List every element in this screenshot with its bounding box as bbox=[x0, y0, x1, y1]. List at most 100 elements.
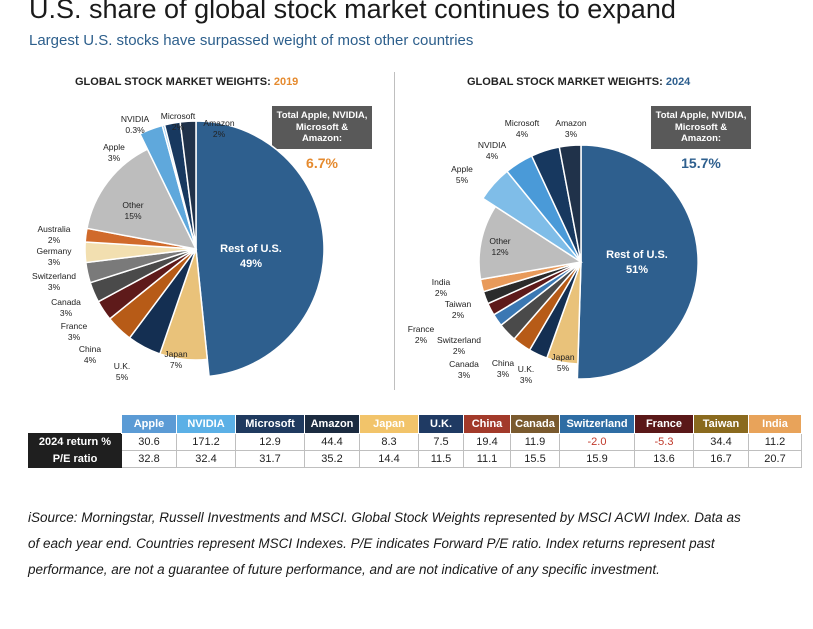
col-header-nvidia: NVIDIA bbox=[176, 414, 236, 434]
pie-2024: Rest of U.S.51%Japan5%U.K.3%China3%Canad… bbox=[408, 118, 699, 385]
table-cell: 35.2 bbox=[304, 450, 360, 468]
table-cell: 11.5 bbox=[418, 450, 464, 468]
table-cell: 11.2 bbox=[748, 433, 802, 451]
slice-label-france: France bbox=[61, 321, 88, 331]
table-cell: 14.4 bbox=[359, 450, 419, 468]
slice-value-canada: 3% bbox=[458, 370, 471, 380]
row-label: P/E ratio bbox=[28, 450, 122, 468]
pie-slice-amazon bbox=[179, 120, 197, 250]
pie-slice-rest-of-u-s bbox=[576, 144, 699, 380]
table-cell: 12.9 bbox=[235, 433, 305, 451]
slice-label-canada: Canada bbox=[449, 359, 479, 369]
slice-label-france: France bbox=[408, 324, 435, 334]
slice-value-japan: 7% bbox=[170, 360, 183, 370]
slice-value-nvidia: 0.3% bbox=[125, 125, 145, 135]
callout-box-2019: Total Apple, NVIDIA, Microsoft & Amazon: bbox=[272, 106, 372, 149]
col-header-amazon: Amazon bbox=[304, 414, 360, 434]
slice-value-u-k: 5% bbox=[116, 372, 129, 382]
col-header-u-k: U.K. bbox=[418, 414, 464, 434]
table-cell: 7.5 bbox=[418, 433, 464, 451]
slice-value-germany: 3% bbox=[48, 257, 61, 267]
chart-title-text: GLOBAL STOCK MARKET WEIGHTS: bbox=[467, 76, 663, 88]
table-cell: 34.4 bbox=[693, 433, 749, 451]
page-subtitle: Largest U.S. stocks have surpassed weigh… bbox=[29, 32, 474, 49]
table-cell: 13.6 bbox=[634, 450, 694, 468]
slice-label-apple: Apple bbox=[103, 142, 125, 152]
slice-label-germany: Germany bbox=[37, 246, 73, 256]
slice-label-india: India bbox=[432, 277, 451, 287]
page-title: U.S. share of global stock market contin… bbox=[29, 0, 676, 24]
table-cell: 11.9 bbox=[510, 433, 560, 451]
table-cell: 15.5 bbox=[510, 450, 560, 468]
pie-slice-rest-of-u-s bbox=[195, 120, 325, 378]
col-header-india: India bbox=[748, 414, 802, 434]
slice-label-microsoft: Microsoft bbox=[161, 111, 196, 121]
pie-charts: Rest of U.S.49%Japan7%U.K.5%China4%Franc… bbox=[32, 111, 699, 385]
slice-value-australia: 2% bbox=[48, 235, 61, 245]
slice-value-canada: 3% bbox=[60, 308, 73, 318]
pie-slice-other bbox=[478, 205, 584, 281]
slice-label-rest-of-u-s: Rest of U.S. bbox=[606, 249, 668, 261]
chart-year: 2024 bbox=[665, 76, 691, 88]
chart-title-text: GLOBAL STOCK MARKET WEIGHTS: bbox=[75, 76, 271, 88]
slice-value-nvidia: 4% bbox=[486, 151, 499, 161]
col-header-canada: Canada bbox=[510, 414, 560, 434]
slice-value-u-k: 3% bbox=[520, 375, 533, 385]
slice-value-france: 3% bbox=[68, 332, 81, 342]
slice-label-australia: Australia bbox=[37, 224, 70, 234]
col-header-switzerland: Switzerland bbox=[559, 414, 635, 434]
table-cell: 30.6 bbox=[121, 433, 177, 451]
chart-title-2019: GLOBAL STOCK MARKET WEIGHTS: 2019 bbox=[75, 76, 298, 88]
slice-label-canada: Canada bbox=[51, 297, 81, 307]
stats-corner bbox=[29, 415, 122, 434]
row-label: 2024 return % bbox=[28, 433, 122, 451]
table-cell: 32.8 bbox=[121, 450, 177, 468]
slice-value-amazon: 2% bbox=[213, 129, 226, 139]
chart-year: 2019 bbox=[273, 76, 299, 88]
slice-label-japan: Japan bbox=[551, 352, 574, 362]
slice-value-rest-of-u-s: 49% bbox=[240, 258, 262, 270]
slice-value-china: 4% bbox=[84, 355, 97, 365]
table-cell: 31.7 bbox=[235, 450, 305, 468]
slice-label-amazon: Amazon bbox=[555, 118, 586, 128]
slice-value-switzerland: 2% bbox=[453, 346, 466, 356]
slice-label-nvidia: NVIDIA bbox=[121, 114, 150, 124]
stats-table: Apple NVIDIA Microsoft Amazon Japan U.K. China… bbox=[28, 414, 802, 468]
pie-slice-amazon bbox=[558, 144, 582, 263]
slice-label-switzerland: Switzerland bbox=[437, 335, 481, 345]
col-header-france: France bbox=[634, 414, 694, 434]
table-cell: 32.4 bbox=[176, 450, 236, 468]
col-header-microsoft: Microsoft bbox=[235, 414, 305, 434]
slice-label-rest-of-u-s: Rest of U.S. bbox=[220, 243, 282, 255]
slice-value-switzerland: 3% bbox=[48, 282, 61, 292]
stats-body: 2024 return % 30.6 171.2 12.9 44.4 8.3 7.5 19.4… bbox=[28, 433, 802, 468]
slice-label-china: China bbox=[79, 344, 101, 354]
table-cell: 11.1 bbox=[463, 450, 511, 468]
slice-value-india: 2% bbox=[435, 288, 448, 298]
slice-value-taiwan: 2% bbox=[452, 310, 465, 320]
table-cell: 20.7 bbox=[748, 450, 802, 468]
col-header-apple: Apple bbox=[121, 414, 177, 434]
slice-value-microsoft: 2% bbox=[172, 122, 185, 132]
pie-slice-other bbox=[86, 148, 198, 251]
slice-label-u-k: U.K. bbox=[518, 364, 535, 374]
callout-value-2019: 6.7% bbox=[306, 155, 338, 171]
slice-label-nvidia: NVIDIA bbox=[478, 140, 507, 150]
slice-label-apple: Apple bbox=[451, 164, 473, 174]
slice-label-china: China bbox=[492, 358, 514, 368]
table-cell: 44.4 bbox=[304, 433, 360, 451]
slice-value-japan: 5% bbox=[557, 363, 570, 373]
table-cell: 171.2 bbox=[176, 433, 236, 451]
panel-divider bbox=[394, 72, 395, 390]
slice-label-other: Other bbox=[489, 236, 510, 246]
slice-label-u-k: U.K. bbox=[114, 361, 131, 371]
slice-value-amazon: 3% bbox=[565, 129, 578, 139]
callout-value-2024: 15.7% bbox=[681, 155, 721, 171]
col-header-japan: Japan bbox=[359, 414, 419, 434]
slice-label-amazon: Amazon bbox=[203, 118, 234, 128]
slice-value-france: 2% bbox=[415, 335, 428, 345]
table-cell: -5.3 bbox=[634, 433, 694, 451]
slice-label-japan: Japan bbox=[164, 349, 187, 359]
col-header-taiwan: Taiwan bbox=[693, 414, 749, 434]
col-header-china: China bbox=[463, 414, 511, 434]
